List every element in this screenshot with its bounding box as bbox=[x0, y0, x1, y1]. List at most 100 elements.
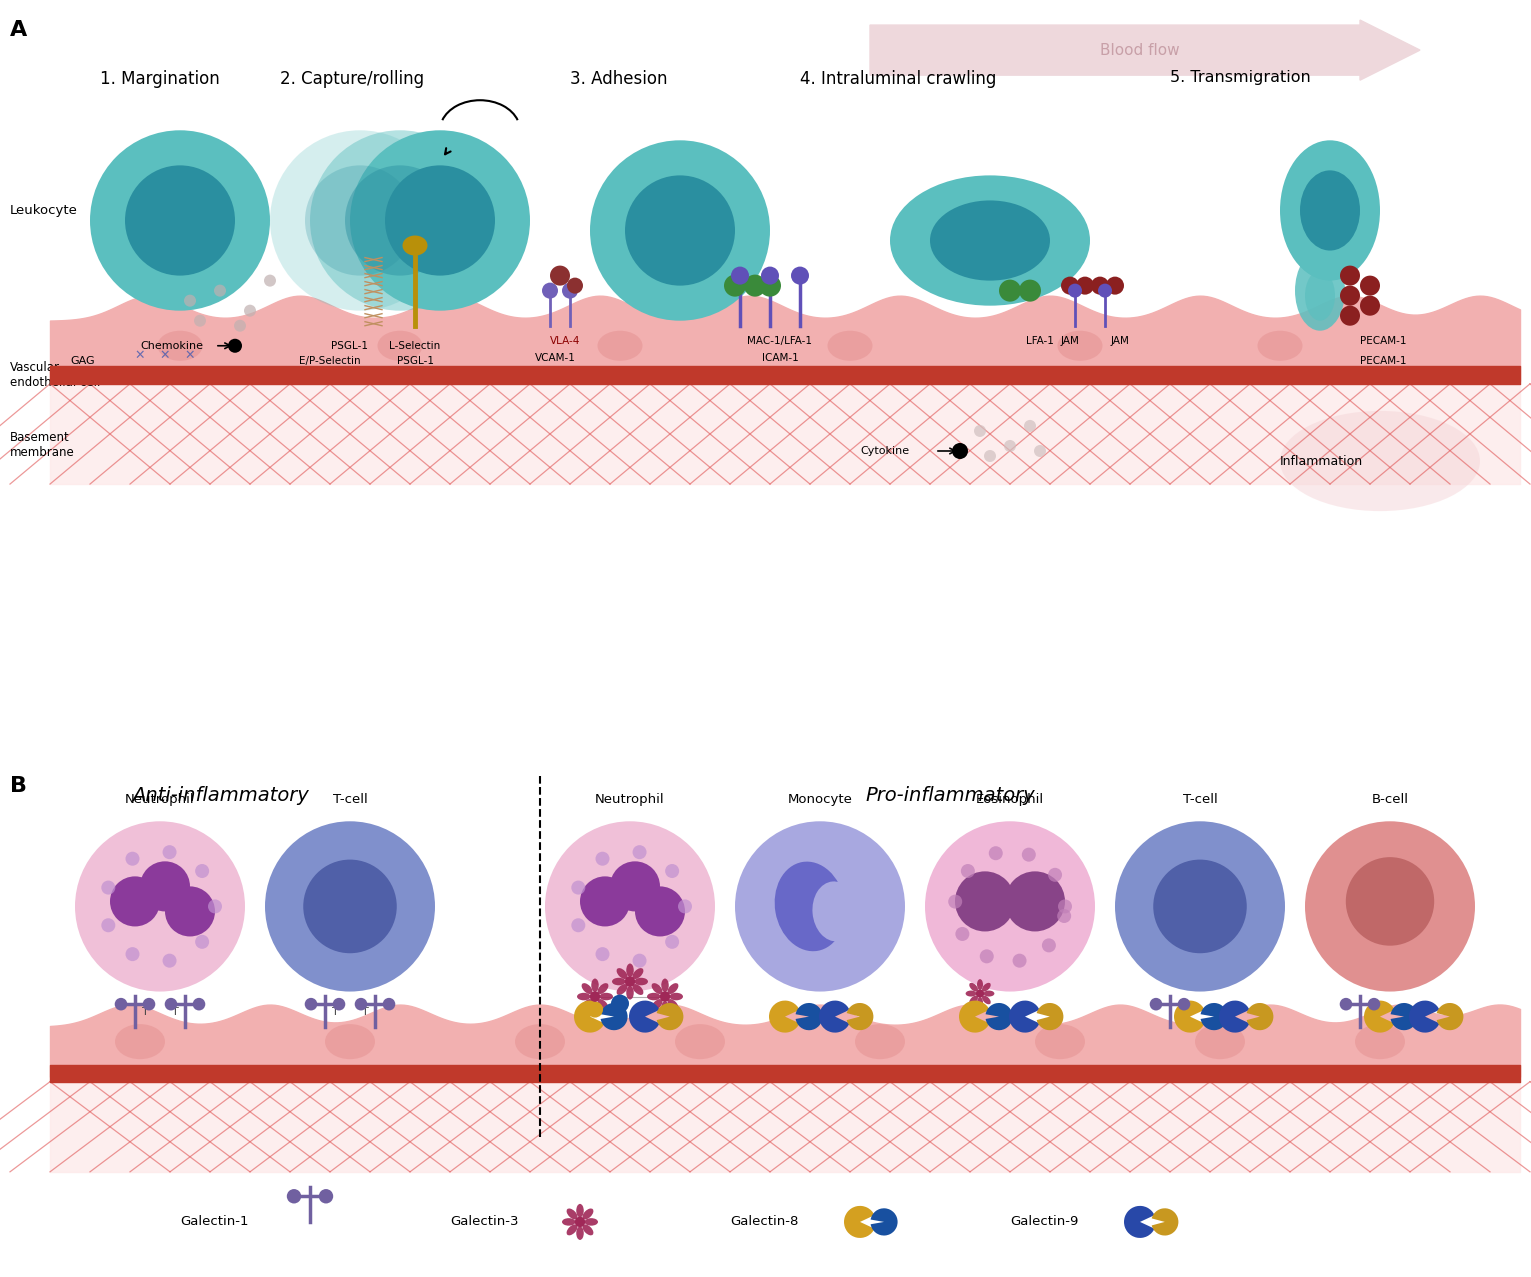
Ellipse shape bbox=[969, 996, 978, 1004]
Circle shape bbox=[194, 314, 207, 327]
Ellipse shape bbox=[1355, 1024, 1405, 1059]
Circle shape bbox=[142, 997, 155, 1010]
Circle shape bbox=[761, 267, 779, 285]
Ellipse shape bbox=[1280, 411, 1480, 511]
Circle shape bbox=[1000, 280, 1021, 301]
Circle shape bbox=[351, 130, 530, 310]
Circle shape bbox=[974, 425, 986, 437]
Circle shape bbox=[309, 130, 490, 310]
Circle shape bbox=[1115, 821, 1285, 991]
Circle shape bbox=[384, 165, 495, 276]
Ellipse shape bbox=[1035, 1024, 1085, 1059]
Ellipse shape bbox=[576, 1204, 583, 1217]
Text: ✕: ✕ bbox=[135, 350, 145, 363]
Circle shape bbox=[1033, 444, 1046, 457]
Text: VCAM-1: VCAM-1 bbox=[534, 352, 576, 363]
Ellipse shape bbox=[566, 1208, 577, 1220]
Text: MAC-1/LFA-1: MAC-1/LFA-1 bbox=[747, 336, 813, 346]
Circle shape bbox=[263, 275, 276, 286]
Circle shape bbox=[286, 1189, 302, 1203]
Text: Chemokine: Chemokine bbox=[139, 341, 204, 351]
Ellipse shape bbox=[1257, 331, 1303, 361]
Ellipse shape bbox=[661, 978, 669, 992]
Text: T: T bbox=[332, 1006, 338, 1016]
Ellipse shape bbox=[661, 1001, 669, 1015]
Text: Anti-inflammatory: Anti-inflammatory bbox=[132, 787, 308, 806]
Ellipse shape bbox=[983, 991, 995, 996]
Ellipse shape bbox=[576, 1226, 583, 1240]
Circle shape bbox=[184, 295, 196, 306]
Ellipse shape bbox=[652, 999, 663, 1010]
Text: Vascular
endothelial cell: Vascular endothelial cell bbox=[11, 361, 101, 388]
Circle shape bbox=[611, 995, 629, 1013]
Ellipse shape bbox=[115, 1024, 165, 1059]
Ellipse shape bbox=[1058, 331, 1102, 361]
Circle shape bbox=[1153, 859, 1246, 953]
Circle shape bbox=[542, 282, 557, 299]
Text: Leukocyte: Leukocyte bbox=[11, 204, 78, 217]
Circle shape bbox=[1360, 276, 1379, 296]
Circle shape bbox=[332, 997, 346, 1010]
Text: Galectin-1: Galectin-1 bbox=[181, 1216, 248, 1228]
Ellipse shape bbox=[626, 986, 634, 1000]
Circle shape bbox=[724, 275, 746, 296]
Circle shape bbox=[961, 865, 975, 879]
Circle shape bbox=[955, 927, 969, 941]
Circle shape bbox=[1069, 283, 1082, 298]
Text: E/P-Selectin: E/P-Selectin bbox=[299, 356, 361, 365]
Wedge shape bbox=[1174, 1001, 1205, 1033]
Ellipse shape bbox=[668, 983, 678, 994]
Text: Inflammation: Inflammation bbox=[1280, 455, 1363, 467]
Circle shape bbox=[596, 948, 609, 962]
Ellipse shape bbox=[977, 979, 983, 990]
Text: VLA-4: VLA-4 bbox=[550, 336, 580, 346]
Circle shape bbox=[1058, 899, 1072, 913]
Text: T-cell: T-cell bbox=[332, 793, 367, 806]
Circle shape bbox=[1105, 277, 1124, 295]
Text: PECAM-1: PECAM-1 bbox=[1360, 336, 1407, 346]
Circle shape bbox=[269, 130, 450, 310]
Ellipse shape bbox=[582, 999, 592, 1010]
Circle shape bbox=[355, 997, 367, 1010]
Circle shape bbox=[664, 865, 680, 879]
Wedge shape bbox=[1151, 1208, 1179, 1236]
Circle shape bbox=[126, 948, 139, 962]
Circle shape bbox=[635, 886, 684, 936]
Circle shape bbox=[596, 852, 609, 866]
Circle shape bbox=[1004, 871, 1066, 931]
Circle shape bbox=[139, 862, 190, 912]
Ellipse shape bbox=[591, 978, 599, 992]
Circle shape bbox=[625, 977, 635, 987]
Wedge shape bbox=[819, 1001, 850, 1033]
Ellipse shape bbox=[612, 978, 626, 986]
Circle shape bbox=[228, 338, 242, 352]
Wedge shape bbox=[600, 1002, 628, 1031]
Text: 1. Margination: 1. Margination bbox=[100, 70, 220, 88]
Ellipse shape bbox=[597, 331, 643, 361]
Circle shape bbox=[989, 847, 1003, 861]
Ellipse shape bbox=[977, 997, 983, 1008]
Ellipse shape bbox=[854, 1024, 905, 1059]
Text: 4. Intraluminal crawling: 4. Intraluminal crawling bbox=[801, 70, 997, 88]
Circle shape bbox=[162, 954, 176, 968]
Circle shape bbox=[115, 997, 127, 1010]
Ellipse shape bbox=[632, 968, 643, 979]
Circle shape bbox=[1340, 305, 1360, 326]
Circle shape bbox=[1020, 280, 1041, 301]
Circle shape bbox=[948, 895, 961, 909]
Text: Galectin-3: Galectin-3 bbox=[450, 1216, 519, 1228]
Ellipse shape bbox=[617, 985, 628, 995]
Circle shape bbox=[344, 165, 455, 276]
Text: T: T bbox=[171, 1006, 179, 1016]
Text: ✕: ✕ bbox=[185, 350, 196, 363]
Circle shape bbox=[165, 997, 178, 1010]
Circle shape bbox=[1092, 277, 1108, 295]
Circle shape bbox=[632, 845, 646, 859]
Circle shape bbox=[101, 918, 115, 932]
Ellipse shape bbox=[652, 983, 663, 994]
Text: LFA-1: LFA-1 bbox=[1026, 336, 1053, 346]
Text: Galectin-9: Galectin-9 bbox=[1010, 1216, 1078, 1228]
Text: T: T bbox=[142, 1006, 149, 1016]
Circle shape bbox=[980, 949, 994, 963]
Text: PECAM-1: PECAM-1 bbox=[1360, 356, 1407, 365]
